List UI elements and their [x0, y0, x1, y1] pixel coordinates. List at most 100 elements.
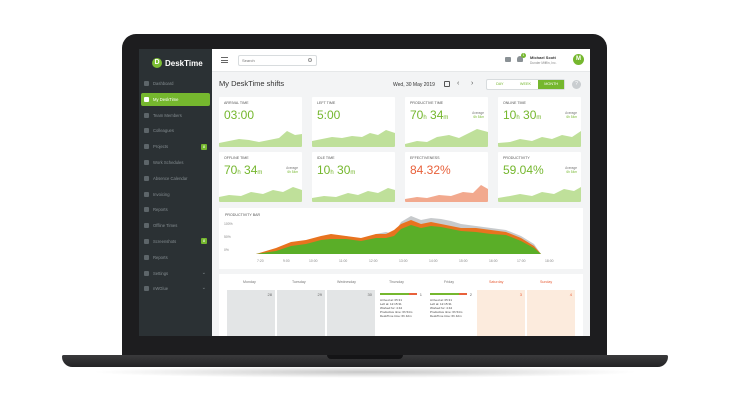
- laptop-notch: [327, 355, 403, 359]
- sidebar-item-dashboard[interactable]: Dashboard: [139, 77, 212, 90]
- card-sparkline: [219, 187, 302, 202]
- menu-icon[interactable]: [221, 57, 228, 63]
- day-summary: Arrived at: 05:31 Left at: 12:15:31 Work…: [380, 298, 413, 319]
- gear-icon: [144, 270, 149, 276]
- calendar-day[interactable]: 3: [477, 290, 525, 336]
- search-icon[interactable]: [308, 58, 312, 62]
- card-value: 10h 30m: [317, 163, 356, 177]
- card-value: 10h 30m: [503, 108, 542, 122]
- sidebar-item-reports[interactable]: Reports: [139, 203, 212, 216]
- user-name[interactable]: Michael Scott: [530, 55, 556, 60]
- chat-icon[interactable]: [505, 57, 511, 62]
- view-day-button[interactable]: DAY: [496, 82, 504, 86]
- calendar-day[interactable]: 29: [277, 290, 325, 336]
- card-average: Average 6h 54m: [286, 166, 298, 175]
- sidebar: D DeskTime Dashboard My DeskTime Team Me…: [139, 49, 212, 336]
- productivity-bar-panel: PRODUCTIVITY BAR 100% 50% 0% 7:20 9:00 1…: [219, 208, 583, 269]
- card-sparkline: [498, 131, 581, 147]
- prev-arrow-icon[interactable]: ‹: [457, 80, 460, 87]
- sidebar-item-settings[interactable]: Settings ⌄: [139, 267, 212, 280]
- card-arrival-time: ARRIVAL TIME 03:00: [219, 97, 302, 147]
- sidebar-item-label: My DeskTime: [153, 96, 179, 102]
- x-tick-label: 7:20: [257, 259, 264, 263]
- card-offline-time: OFFLINE TIME 70h 34m Average 6h 54m: [219, 152, 302, 202]
- day-header: Tuesday: [292, 280, 306, 284]
- productivity-area-chart: [256, 216, 541, 254]
- date-label: Wed, 30 May 2019: [393, 82, 435, 88]
- sidebar-item-absence-calendar[interactable]: Absence Calendar: [139, 172, 212, 185]
- sidebar-item-colleagues[interactable]: Colleagues: [139, 124, 212, 137]
- card-value: 70h 34m: [410, 108, 449, 122]
- next-arrow-icon[interactable]: ›: [471, 80, 474, 87]
- calendar-day[interactable]: 4: [527, 290, 575, 336]
- app-logo[interactable]: D DeskTime: [152, 57, 203, 69]
- view-week-button[interactable]: WEEK: [519, 82, 532, 86]
- sidebar-item-label: Invoicing: [153, 191, 170, 197]
- card-effectiveness: EFFECTIVENESS 84.32%: [405, 152, 488, 202]
- day-header: Thursday: [389, 280, 404, 284]
- day-productivity-bar: [380, 293, 417, 295]
- card-sparkline: [405, 129, 488, 147]
- app-screen: D DeskTime Dashboard My DeskTime Team Me…: [139, 49, 590, 336]
- y-tick-label: 50%: [224, 235, 231, 239]
- sidebar-item-label: Reports: [153, 207, 168, 213]
- card-sparkline: [312, 188, 395, 202]
- y-tick-label: 0%: [224, 248, 229, 252]
- sidebar-item-label: Colleagues: [153, 128, 174, 134]
- calendar-day[interactable]: 30: [327, 290, 375, 336]
- card-average: Average 6h 54m: [565, 166, 577, 175]
- x-tick-label: 17:00: [517, 259, 526, 263]
- day-number: 1: [419, 292, 422, 297]
- report-icon: [144, 254, 149, 260]
- sidebar-item-label: Reports: [153, 254, 168, 260]
- sidebar-item-team-members[interactable]: Team Members: [139, 109, 212, 122]
- series-productive: [256, 225, 541, 254]
- sidebar-item-screenshots[interactable]: Screenshots 8: [139, 235, 212, 248]
- day-header: Monday: [243, 280, 256, 284]
- day-header: Friday: [444, 280, 454, 284]
- card-label: EFFECTIVENESS: [410, 156, 440, 160]
- clock-icon: [144, 223, 149, 229]
- sidebar-item-label: Absence Calendar: [153, 175, 188, 181]
- sidebar-item-label: Dashboard: [153, 81, 174, 86]
- day-number: 30: [367, 292, 372, 297]
- calendar-day[interactable]: 1 Arrived at: 05:31 Left at: 12:15:31 Wo…: [377, 290, 425, 336]
- card-value: 03:00: [224, 108, 255, 122]
- sidebar-item-label: Work Schedules: [153, 159, 184, 165]
- sidebar-item-label: Screenshots: [153, 238, 177, 244]
- view-month-button[interactable]: MONTH: [538, 80, 565, 89]
- calendar-icon: [144, 175, 149, 181]
- gear-icon: [144, 207, 149, 213]
- sidebar-item-reports-2[interactable]: Reports: [139, 251, 212, 264]
- sidebar-item-label: Settings: [153, 270, 169, 276]
- briefcase-icon: [144, 144, 149, 150]
- day-summary: Arrived at: 05:31 Left at: 12:15:31 Work…: [430, 298, 463, 319]
- sidebar-item-offline-times[interactable]: Offline Times: [139, 219, 212, 232]
- card-productive-time: PRODUCTIVE TIME 70h 34m Average 6h 54m: [405, 97, 488, 147]
- bell-icon[interactable]: [517, 56, 523, 62]
- x-tick-label: 9:00: [283, 259, 290, 263]
- calendar-day[interactable]: 2 Arrived at: 05:31 Left at: 12:15:31 Wo…: [427, 290, 475, 336]
- card-value: 5:00: [317, 108, 341, 122]
- chevron-down-icon: ⌄: [201, 269, 206, 276]
- x-tick-label: 18:00: [545, 259, 554, 263]
- card-label: ONLINE TIME: [503, 101, 526, 105]
- calendar-day[interactable]: 28: [227, 290, 275, 336]
- sidebar-item-label: nWGlue: [153, 286, 169, 292]
- avatar[interactable]: M: [573, 54, 584, 65]
- desktime-logo-icon: D: [152, 58, 162, 68]
- calendar-icon[interactable]: [444, 81, 450, 87]
- day-number: 3: [519, 292, 522, 297]
- help-icon[interactable]: ?: [572, 80, 581, 89]
- card-value: 70h 34m: [224, 163, 263, 177]
- sidebar-item-nwglue[interactable]: nWGlue ⌄: [139, 282, 212, 295]
- x-tick-label: 10:00: [309, 259, 318, 263]
- day-header: Wednesday: [337, 280, 356, 284]
- search-input[interactable]: [238, 55, 317, 66]
- sidebar-item-work-schedules[interactable]: Work Schedules: [139, 156, 212, 169]
- sidebar-item-invoicing[interactable]: Invoicing: [139, 188, 212, 201]
- sidebar-item-my-desktime[interactable]: My DeskTime: [141, 92, 210, 106]
- sidebar-item-projects[interactable]: Projects 8: [139, 140, 212, 153]
- card-value: 84.32%: [410, 163, 451, 177]
